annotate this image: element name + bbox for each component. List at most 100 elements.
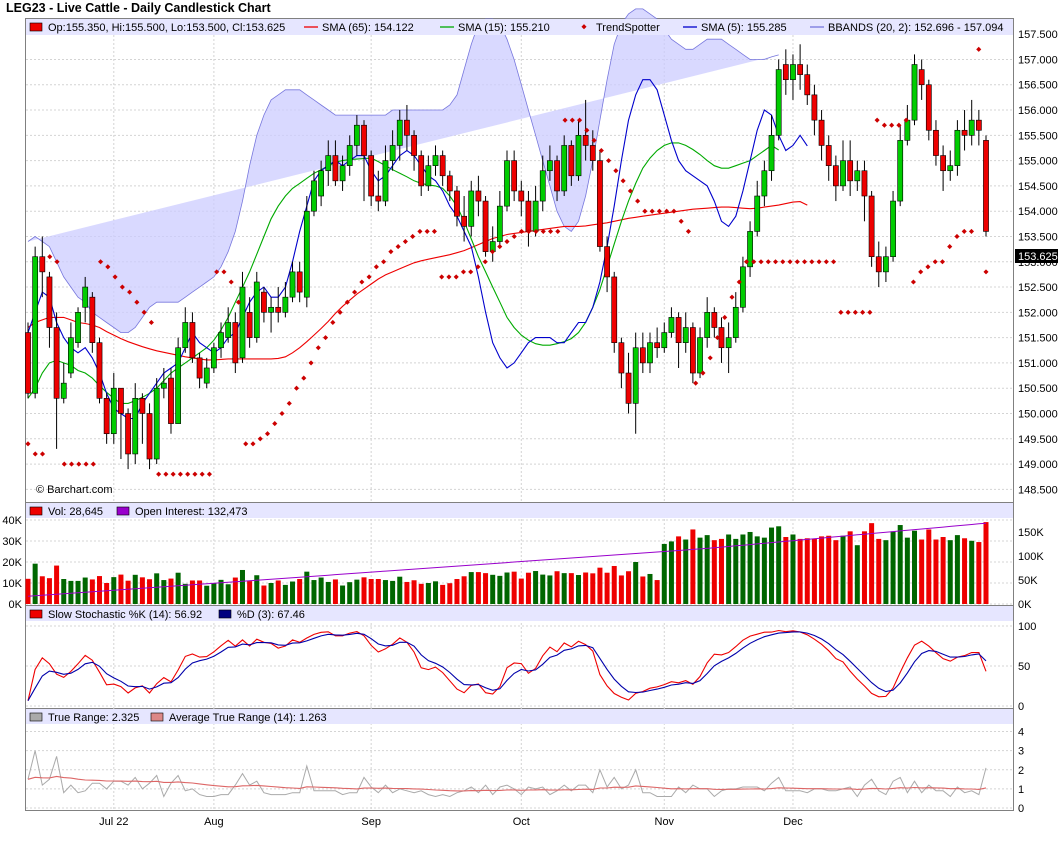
volume-bar bbox=[182, 583, 188, 604]
volume-bar bbox=[611, 565, 617, 604]
trendspotter-dot bbox=[235, 299, 242, 305]
candle-down bbox=[168, 377, 174, 424]
volume-bar bbox=[39, 576, 45, 604]
price-tick-label: 157.000 bbox=[1018, 54, 1058, 66]
trendspotter-dot bbox=[918, 269, 924, 275]
trendspotter-dot bbox=[127, 289, 133, 295]
stochastic-lines bbox=[27, 629, 987, 701]
volume-bar bbox=[740, 534, 746, 604]
candle-up bbox=[432, 155, 439, 166]
volume-bar bbox=[826, 535, 832, 604]
trendspotter-dot bbox=[460, 269, 467, 275]
price-tick-label: 149.500 bbox=[1018, 434, 1058, 446]
volume-bar bbox=[332, 579, 338, 604]
volume-bar bbox=[504, 572, 510, 604]
volume-bar bbox=[61, 579, 67, 604]
volume-bar bbox=[125, 580, 131, 604]
volume-bar bbox=[640, 576, 646, 604]
trendspotter-dot bbox=[860, 309, 866, 315]
candle-up bbox=[68, 337, 74, 374]
volume-bar bbox=[139, 577, 145, 604]
candle-down bbox=[675, 317, 682, 343]
legend-swatch bbox=[29, 712, 43, 722]
trendspotter-dot bbox=[315, 345, 321, 351]
volume-bar bbox=[418, 583, 424, 604]
candle-down bbox=[711, 312, 718, 328]
volume-bar bbox=[304, 571, 310, 604]
volume-bar bbox=[490, 574, 496, 604]
open-interest-line bbox=[27, 522, 987, 597]
volume-bar bbox=[461, 576, 467, 604]
candle-down bbox=[232, 322, 239, 364]
trendspotter-dot bbox=[373, 264, 379, 270]
trendspotter-dot bbox=[780, 259, 786, 265]
candle-up bbox=[840, 160, 846, 187]
trendspotter-dot bbox=[366, 274, 372, 280]
trendspotter-dot bbox=[867, 309, 873, 315]
volume-bar bbox=[254, 575, 260, 604]
candle-down bbox=[103, 398, 110, 435]
candle-up bbox=[218, 332, 224, 349]
candle-up bbox=[632, 347, 639, 404]
atr-tick-label: 0 bbox=[1018, 803, 1024, 815]
volume-right-tick: 50K bbox=[1018, 575, 1038, 587]
candle-down bbox=[261, 291, 267, 313]
candle-down bbox=[89, 296, 96, 343]
candle-up bbox=[775, 69, 782, 136]
candle-down bbox=[482, 200, 489, 252]
volume-bar bbox=[769, 527, 775, 604]
volume-bar bbox=[618, 575, 624, 604]
volume-bar bbox=[811, 538, 817, 604]
volume-bar bbox=[883, 540, 889, 604]
candle-down bbox=[332, 155, 339, 182]
x-tick-label: Nov bbox=[655, 816, 675, 828]
candle-up bbox=[160, 382, 167, 389]
trendspotter-dot bbox=[192, 471, 198, 477]
candle-up bbox=[175, 347, 182, 424]
volume-bar bbox=[704, 535, 710, 604]
volume-left-tick: 10K bbox=[2, 578, 22, 590]
volume-bar bbox=[347, 582, 353, 604]
candle-up bbox=[854, 170, 861, 182]
trendspotter-dot bbox=[199, 471, 205, 477]
last-price-tag-bg bbox=[1015, 249, 1058, 263]
candle-up bbox=[754, 195, 761, 232]
candle-up bbox=[790, 64, 796, 80]
volume-bar bbox=[32, 563, 38, 604]
volume-bar bbox=[483, 573, 489, 604]
volume-bar bbox=[204, 585, 210, 604]
trendspotter-dot bbox=[228, 279, 234, 285]
trendspotter-dot bbox=[649, 208, 655, 214]
trendspotter-dot bbox=[620, 178, 626, 184]
volume-bar bbox=[676, 536, 682, 604]
volume-bar bbox=[325, 581, 331, 604]
volume-bar bbox=[983, 522, 989, 604]
x-tick-label: Aug bbox=[204, 816, 224, 828]
candle-down bbox=[797, 64, 803, 75]
volume-bar bbox=[726, 534, 732, 604]
price-tick-label: 153.500 bbox=[1018, 231, 1058, 243]
trendspotter-dot bbox=[206, 471, 212, 477]
volume-bar bbox=[561, 573, 567, 604]
volume-bar bbox=[954, 535, 960, 604]
candle-up bbox=[897, 140, 904, 202]
candle-down bbox=[418, 155, 425, 187]
candle-down bbox=[96, 342, 103, 399]
volume-bar bbox=[261, 585, 267, 604]
bollinger-band-area bbox=[27, 8, 779, 333]
trendspotter-dot bbox=[983, 269, 989, 275]
price-tick-label: 149.000 bbox=[1018, 459, 1058, 471]
price-tick-label: 155.500 bbox=[1018, 130, 1058, 142]
candle-up bbox=[890, 200, 896, 258]
volume-bar bbox=[633, 562, 639, 604]
trendspotter-dot bbox=[156, 471, 162, 477]
volume-bar bbox=[297, 579, 303, 604]
volume-bar bbox=[847, 531, 853, 604]
trendspotter-dot bbox=[264, 431, 271, 437]
volume-bar bbox=[161, 580, 167, 604]
volume-bar bbox=[661, 543, 667, 604]
candle-up bbox=[325, 155, 332, 172]
candle-down bbox=[811, 94, 818, 121]
candle-down bbox=[518, 190, 525, 202]
